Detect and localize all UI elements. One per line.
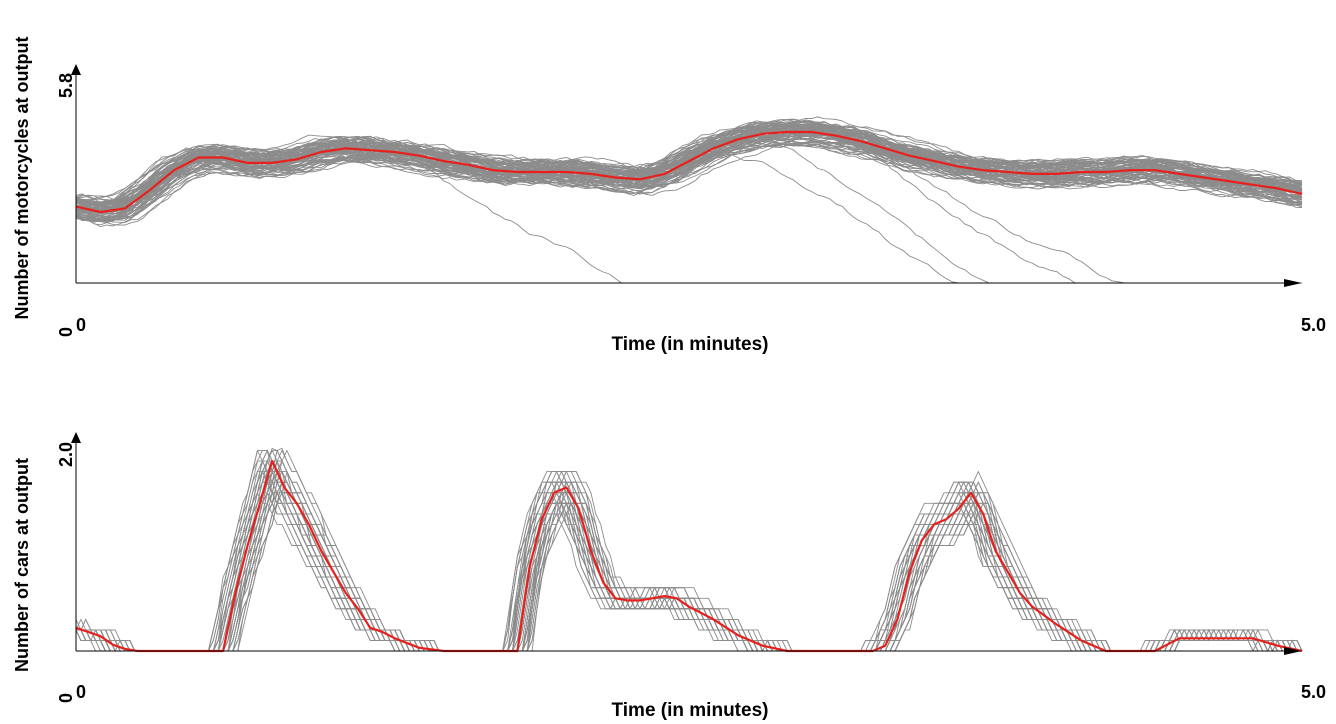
motorcycles-x-tick-max: 5.0 (1301, 315, 1326, 335)
cars-x-axis-label: Time (in minutes) (612, 700, 769, 721)
cars-run-line (76, 491, 1302, 652)
cars-run-line (76, 492, 1302, 652)
motorcycles-run-lines (75, 116, 1303, 284)
cars-run-line (75, 491, 1302, 652)
cars-run-line (76, 492, 1302, 652)
cars-run-line (76, 481, 1302, 652)
cars-run-line (76, 481, 1302, 652)
motorcycles-run-line (75, 141, 1303, 222)
cars-run-line (76, 492, 1302, 652)
cars-run-line (76, 481, 1302, 652)
cars-run-line (76, 481, 1302, 652)
motorcycles-run-line (75, 130, 1303, 211)
cars-run-line (76, 481, 1302, 652)
motorcycles-run-line (75, 133, 1303, 218)
motorcycles-y-axis-arrow (71, 64, 81, 75)
cars-run-line (76, 482, 1302, 652)
cars-run-line (76, 481, 1302, 652)
cars-run-line (75, 492, 1302, 652)
cars-x-tick-min: 0 (76, 682, 86, 702)
cars-y-axis-arrow (71, 432, 81, 443)
cars-run-line (76, 481, 1302, 652)
cars-run-line (76, 481, 1302, 652)
cars-mean-line (75, 460, 1303, 653)
cars-run-line (76, 447, 1302, 652)
motorcycles-run-line (75, 120, 1303, 207)
motorcycles-y-tick-min: 0 (56, 327, 76, 337)
motorcycles-x-axis-label: Time (in minutes) (612, 334, 769, 355)
cars-x-axis-arrow (1284, 647, 1302, 655)
cars-run-line (76, 492, 1302, 652)
motorcycles-panel: Number of motorcycles at output 5.8 0 0 … (12, 36, 1326, 355)
motorcycles-run-line (75, 130, 1303, 211)
cars-run-line (76, 447, 1302, 652)
cars-run-line (76, 492, 1302, 652)
cars-y-axis-label: Number of cars at output (12, 458, 32, 672)
cars-x-tick-max: 5.0 (1301, 682, 1326, 702)
motorcycles-run-line (75, 124, 1303, 204)
cars-run-lines (75, 447, 1303, 653)
cars-panel: Number of cars at output 2.0 0 0 5.0 Tim… (12, 432, 1326, 721)
cars-y-tick-min: 0 (56, 693, 76, 703)
motorcycles-run-line (75, 123, 1303, 204)
motorcycles-y-tick-max: 5.8 (56, 73, 76, 98)
cars-mean-line-group (75, 460, 1303, 653)
motorcycles-x-axis-arrow (1284, 279, 1302, 287)
cars-run-line (76, 480, 1302, 652)
cars-y-tick-max: 2.0 (56, 442, 76, 467)
motorcycles-mean-line-group (75, 130, 1303, 214)
cars-run-line (76, 481, 1302, 652)
motorcycles-y-axis-label: Number of motorcycles at output (12, 36, 32, 319)
cars-run-line (76, 481, 1302, 653)
motorcycles-mean-line (75, 130, 1303, 214)
motorcycles-x-tick-min: 0 (76, 315, 86, 335)
cars-run-line (75, 491, 1302, 652)
